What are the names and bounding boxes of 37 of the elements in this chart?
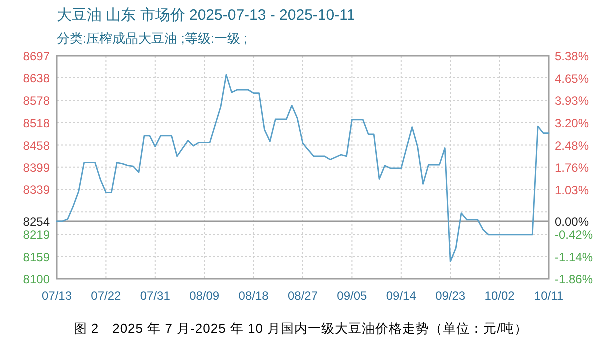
x-tick-label: 09/14 (386, 289, 417, 303)
x-tick-label: 08/18 (238, 289, 270, 303)
x-tick-label: 08/27 (288, 289, 318, 303)
y-tick-label: 8100 (23, 272, 50, 286)
y-tick-label: 8518 (23, 116, 50, 130)
chart-subtitle: 分类:压榨成品大豆油 ;等级:一级 ; (57, 31, 248, 46)
y-tick-label: 8339 (23, 183, 50, 198)
chart-title: 大豆油 山东 市场价 2025-07-13 - 2025-10-11 (57, 7, 356, 24)
x-tick-label: 09/05 (337, 289, 368, 303)
y-tick-label: 8159 (23, 250, 50, 264)
line-series (56, 74, 550, 263)
y-tick-label: 8638 (23, 72, 50, 86)
y-tick-label: 8458 (23, 138, 50, 153)
y-tick-label: 8219 (23, 228, 50, 242)
y2-tick-label: 3.93% (555, 94, 590, 108)
x-tick-label: 07/31 (140, 289, 171, 303)
y-tick-label: 8697 (23, 50, 50, 64)
y2-tick-label: -1.86% (555, 272, 594, 286)
y2-tick-label: 2.48% (555, 138, 590, 153)
y-tick-label: 8254 (23, 214, 50, 229)
x-tick-label: 09/23 (436, 289, 466, 303)
y2-tick-label: 4.65% (555, 72, 590, 86)
y2-tick-label: 1.03% (555, 183, 590, 198)
y2-tick-label: 1.76% (555, 161, 590, 175)
y2-tick-label: 0.00% (555, 215, 590, 230)
y-tick-label: 8399 (23, 160, 50, 175)
x-tick-label: 07/22 (91, 289, 122, 303)
y2-tick-label: 3.20% (555, 116, 590, 131)
x-tick-label: 10/11 (534, 289, 564, 303)
x-tick-label: 08/09 (190, 289, 220, 303)
y2-tick-label: 5.38% (555, 50, 590, 64)
caption: 图 2 2025 年 7 月-2025 年 10 月国内一级大豆油价格走势（单位：元/吨） (74, 321, 528, 336)
y-tick-label: 8578 (23, 94, 50, 108)
x-tick-label: 10/02 (484, 289, 516, 303)
x-tick-label: 07/13 (42, 289, 72, 303)
y2-tick-label: -1.14% (555, 250, 594, 264)
y2-tick-label: -0.42% (555, 228, 594, 242)
